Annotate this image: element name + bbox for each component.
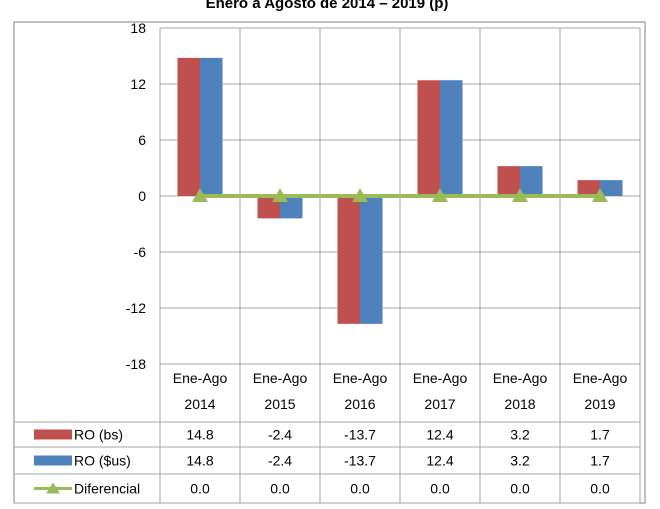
data-label: 3.2 xyxy=(510,453,530,469)
y-tick-label: 12 xyxy=(130,76,146,92)
bar-ro-us- xyxy=(200,57,223,196)
marker-diferencial xyxy=(592,188,608,202)
data-label: 1.7 xyxy=(590,427,610,443)
legend-label: Diferencial xyxy=(74,481,140,497)
bar-ro-us- xyxy=(520,166,543,196)
x-tick-label: Ene-Ago xyxy=(573,370,628,386)
data-label: 12.4 xyxy=(426,427,453,443)
marker-diferencial xyxy=(352,188,368,202)
data-label: 1.7 xyxy=(590,453,610,469)
x-tick-label: Ene-Ago xyxy=(413,370,468,386)
y-tick-label: -12 xyxy=(126,300,146,316)
bar-ro-bs- xyxy=(337,196,360,324)
x-tick-label: Ene-Ago xyxy=(333,370,388,386)
data-label: 0.0 xyxy=(270,481,290,497)
data-label: 3.2 xyxy=(510,427,530,443)
x-tick-label: 2017 xyxy=(424,396,455,412)
marker-diferencial xyxy=(512,188,528,202)
x-tick-label: 2014 xyxy=(184,396,215,412)
bar-ro-bs- xyxy=(497,166,520,196)
bar-ro-bs- xyxy=(177,57,200,196)
legend-label: RO (bs) xyxy=(74,427,123,443)
y-tick-label: -6 xyxy=(134,244,147,260)
x-tick-label: 2016 xyxy=(344,396,375,412)
legend-key-0 xyxy=(34,429,72,440)
bar-ro-us- xyxy=(360,196,383,324)
data-label: -2.4 xyxy=(268,427,292,443)
data-label: 0.0 xyxy=(350,481,370,497)
bar-ro-us- xyxy=(600,180,623,196)
legend-key-1 xyxy=(34,455,72,466)
data-label: 14.8 xyxy=(186,453,213,469)
data-label: 0.0 xyxy=(190,481,210,497)
x-tick-label: 2015 xyxy=(264,396,295,412)
data-label: 12.4 xyxy=(426,453,453,469)
marker-diferencial xyxy=(272,188,288,202)
data-label: 0.0 xyxy=(430,481,450,497)
line-layer xyxy=(192,188,608,202)
legend-key-marker xyxy=(46,482,60,494)
marker-diferencial xyxy=(432,188,448,202)
legend-label: RO ($us) xyxy=(74,453,131,469)
x-tick-label: 2019 xyxy=(584,396,615,412)
y-tick-label: 18 xyxy=(130,20,146,36)
data-label: -13.7 xyxy=(344,453,376,469)
bar-ro-us- xyxy=(440,80,463,196)
x-tick-label: Ene-Ago xyxy=(493,370,548,386)
y-tick-label: 0 xyxy=(138,188,146,204)
axis-layer: 18 12 6 0 -6 -12 -18 Ene-Ago 2014 Ene-Ago 2015 Ene-… xyxy=(126,20,628,412)
marker-diferencial xyxy=(192,188,208,202)
data-table: RO (bs) 14.8 -2.4 -13.7 12.4 3.2 1.7 RO ($us) 14… xyxy=(34,427,610,497)
x-tick-label: Ene-Ago xyxy=(173,370,228,386)
bar-ro-bs- xyxy=(417,80,440,196)
chart-title: Enero a Agosto de 2014 – 2019 (p) xyxy=(206,0,449,12)
data-label: -13.7 xyxy=(344,427,376,443)
data-label: 14.8 xyxy=(186,427,213,443)
bar-ro-bs- xyxy=(577,180,600,196)
y-tick-label: -18 xyxy=(126,356,146,372)
y-tick-label: 6 xyxy=(138,132,146,148)
x-tick-label: Ene-Ago xyxy=(253,370,308,386)
data-label: -2.4 xyxy=(268,453,292,469)
data-label: 0.0 xyxy=(590,481,610,497)
data-label: 0.0 xyxy=(510,481,530,497)
x-tick-label: 2018 xyxy=(504,396,535,412)
